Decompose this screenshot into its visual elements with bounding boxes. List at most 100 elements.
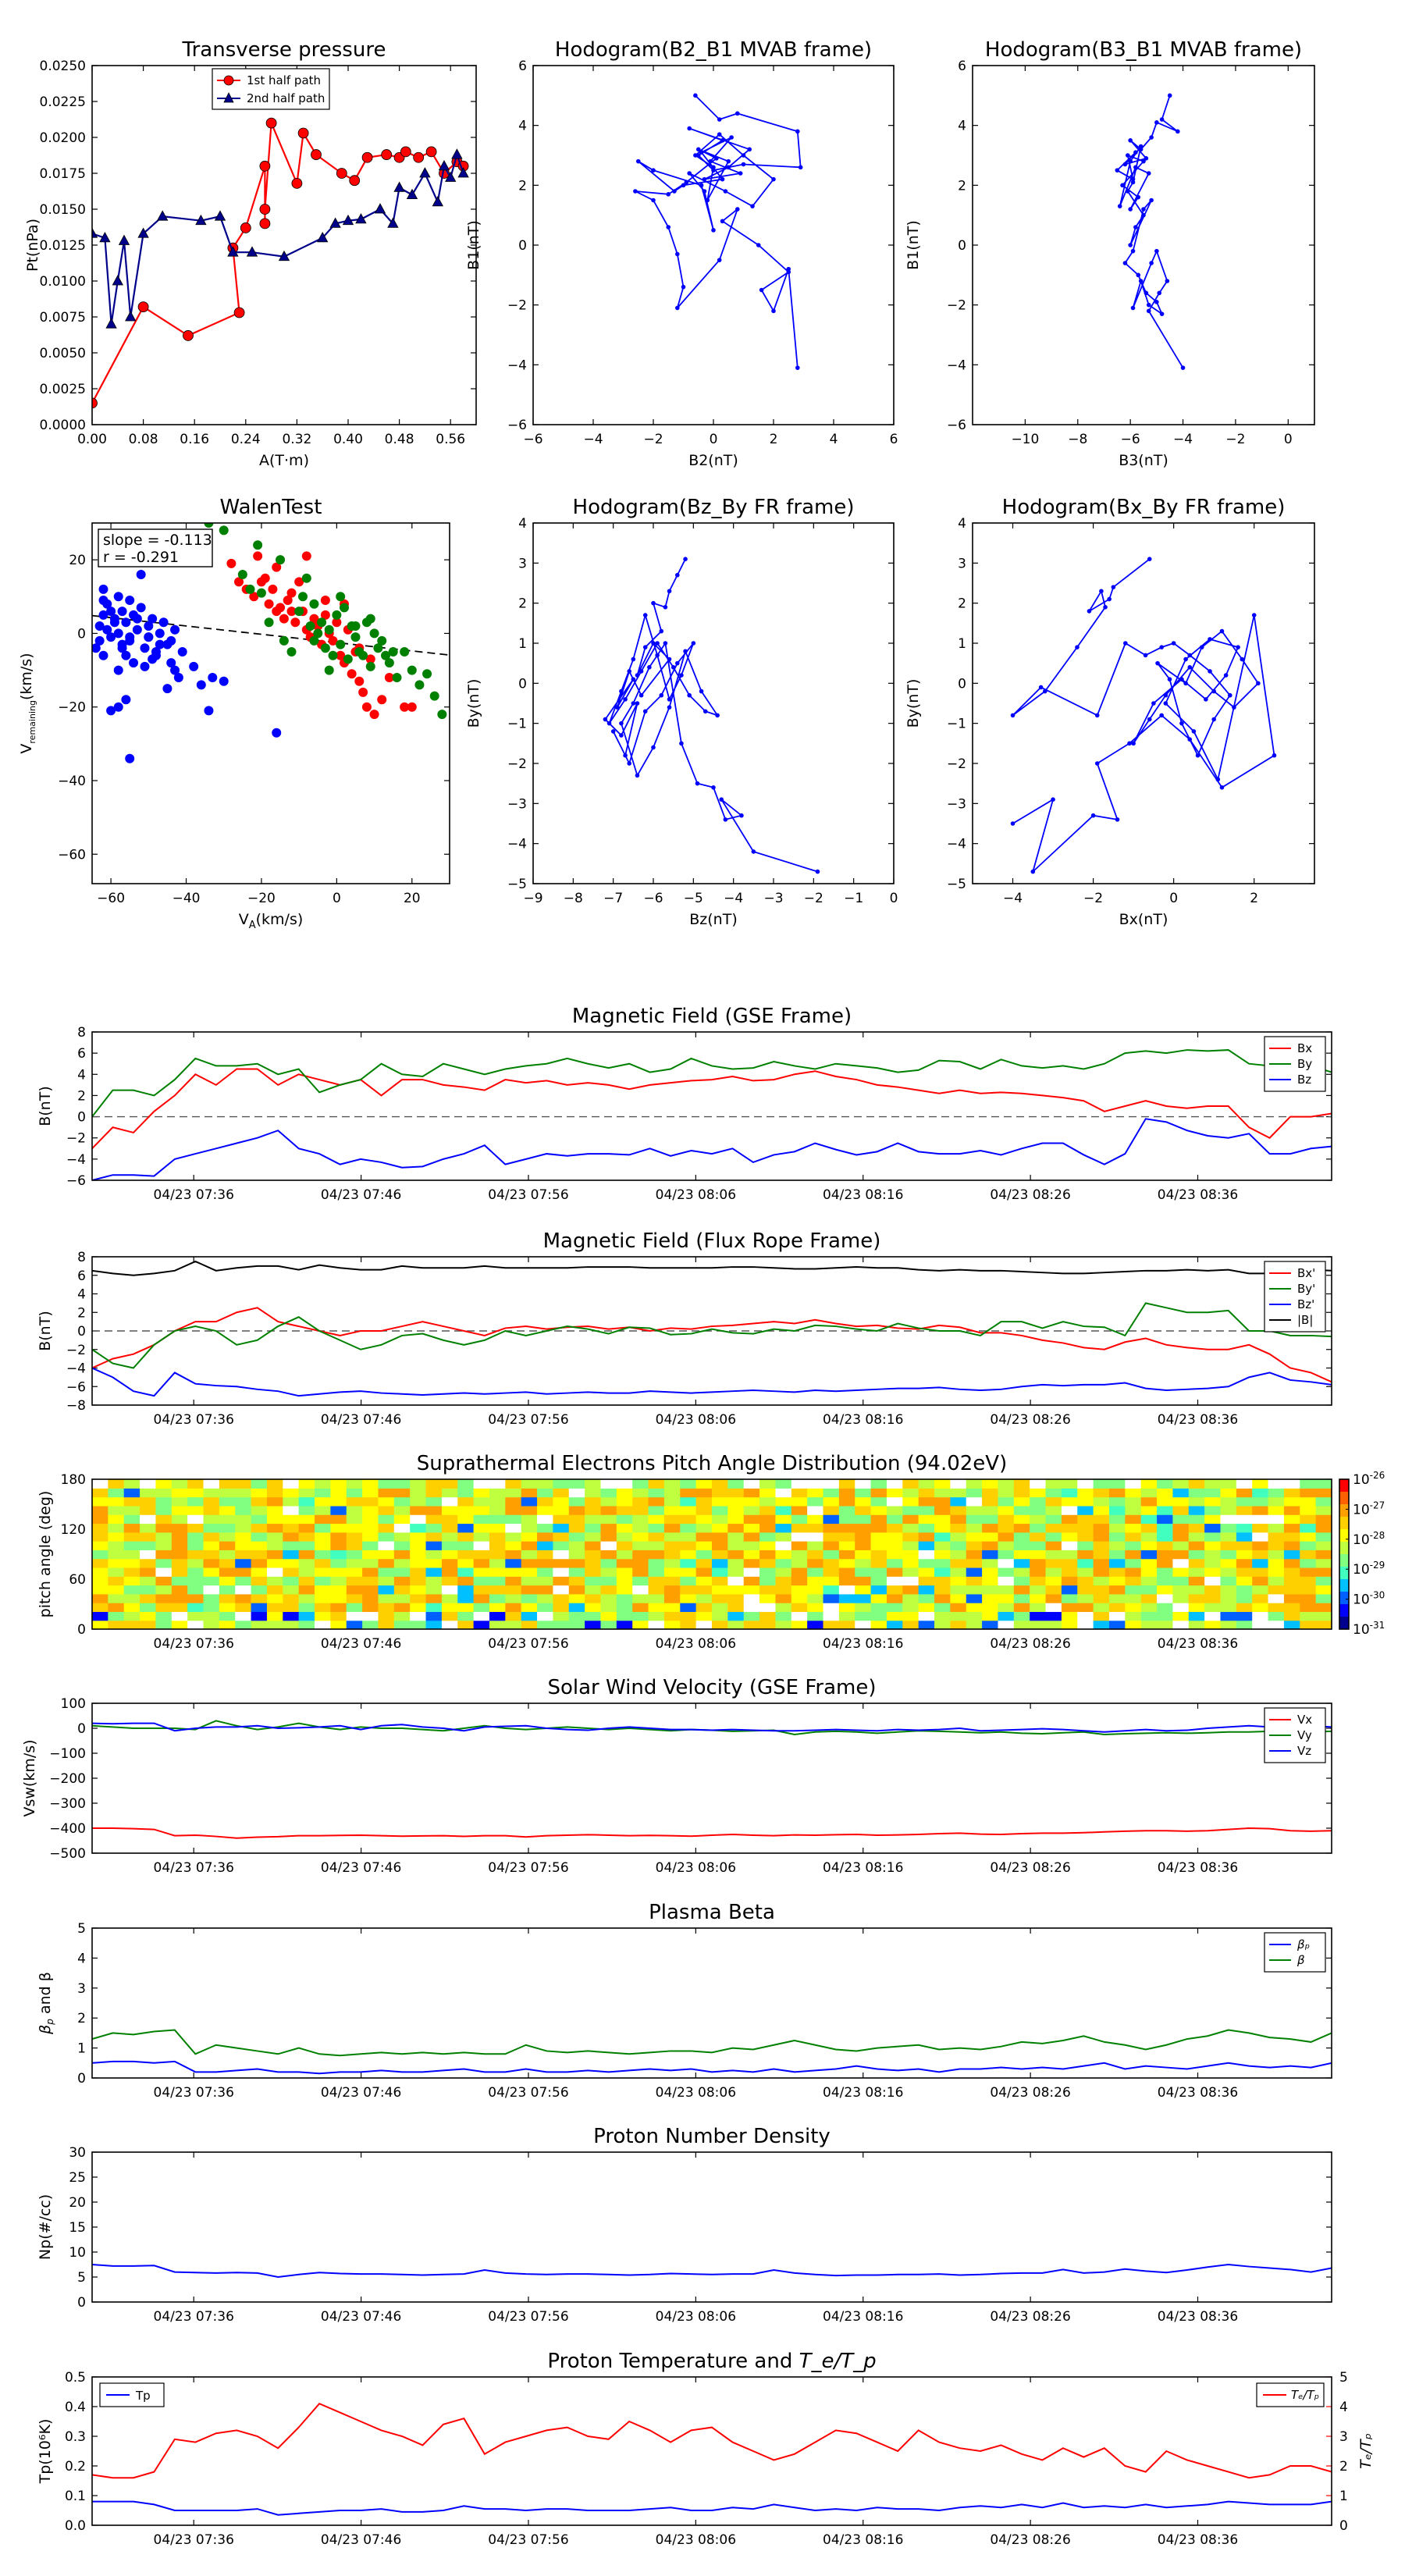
legend-frame — [1264, 1932, 1326, 1973]
data-point — [336, 168, 347, 179]
heatmap-cell — [330, 1523, 347, 1533]
heatmap-cell — [393, 1496, 411, 1507]
heatmap-cell — [807, 1576, 824, 1586]
y-tick-label: −6 — [507, 418, 527, 433]
heatmap-cell — [441, 1576, 458, 1586]
heatmap-cell — [315, 1585, 331, 1595]
colorbar-segment — [1339, 1492, 1349, 1505]
chart-title: Transverse pressure — [182, 38, 386, 62]
heatmap-cell — [521, 1496, 538, 1507]
x-tick-label: −4 — [583, 432, 603, 447]
heatmap-cell — [219, 1488, 236, 1498]
heatmap-cell — [140, 1567, 157, 1577]
colorbar-label: 10-28 — [1353, 1530, 1385, 1548]
heatmap-cell — [1252, 1550, 1269, 1560]
heatmap-cell — [743, 1585, 760, 1595]
heatmap-cell — [1061, 1505, 1078, 1515]
heatmap-cell — [1204, 1550, 1222, 1560]
heatmap-cell — [759, 1496, 777, 1507]
heatmap-cell — [823, 1593, 840, 1603]
heatmap-cell — [251, 1550, 268, 1560]
heatmap-cell — [855, 1585, 872, 1595]
plot-frame — [91, 65, 477, 425]
heatmap-cell — [743, 1514, 760, 1525]
heatmap-cell — [934, 1523, 951, 1533]
heatmap-cell — [283, 1620, 300, 1629]
heatmap-cell — [362, 1532, 379, 1542]
x-tick-label: −60 — [97, 891, 125, 906]
heatmap-cell — [902, 1505, 919, 1515]
heatmap-cell — [425, 1611, 443, 1621]
heatmap-cell — [473, 1585, 490, 1595]
heatmap-cell — [441, 1558, 458, 1568]
heatmap-cell — [203, 1550, 220, 1560]
heatmap-cell — [425, 1558, 443, 1568]
data-point — [714, 156, 719, 161]
heatmap-cell — [155, 1620, 173, 1629]
heatmap-cell — [537, 1603, 554, 1613]
data-point — [249, 592, 259, 602]
heatmap-cell — [568, 1550, 585, 1560]
heatmap-cell — [1283, 1479, 1300, 1489]
heatmap-cell — [1125, 1603, 1142, 1613]
heatmap-cell — [330, 1550, 347, 1560]
y-tick-label: −3 — [947, 796, 966, 812]
heatmap-cell — [553, 1567, 570, 1577]
heatmap-cell — [235, 1514, 252, 1525]
heatmap-cell — [203, 1514, 220, 1525]
heatmap-cell — [441, 1496, 458, 1507]
heatmap-cell — [1061, 1496, 1078, 1507]
heatmap-cell — [727, 1496, 745, 1507]
heatmap-cell — [362, 1603, 379, 1613]
heatmap-cell — [219, 1593, 236, 1603]
data-point — [681, 284, 686, 290]
heatmap-cell — [759, 1550, 777, 1560]
heatmap-cell — [934, 1620, 951, 1629]
heatmap-cell — [1236, 1620, 1253, 1629]
heatmap-cell — [807, 1488, 824, 1498]
y2-tick-label: 3 — [1339, 2429, 1348, 2445]
heatmap-cell — [838, 1479, 855, 1489]
heatmap-cell — [140, 1496, 157, 1507]
heatmap-cell — [1140, 1523, 1158, 1533]
panel-title: Suprathermal Electrons Pitch Angle Distr… — [417, 1452, 1007, 1475]
heatmap-cell — [632, 1576, 649, 1586]
data-point — [1176, 129, 1180, 134]
time-tick-label: 04/23 07:36 — [154, 1187, 234, 1203]
data-point — [711, 785, 716, 790]
heatmap-cell — [791, 1593, 808, 1603]
heatmap-cell — [410, 1603, 427, 1613]
x-tick-label: 20 — [404, 891, 421, 906]
y-tick-label: −500 — [49, 1846, 86, 1862]
heatmap-cell — [473, 1514, 490, 1525]
heatmap-cell — [266, 1496, 283, 1507]
heatmap-cell — [441, 1479, 458, 1489]
heatmap-cell — [712, 1541, 728, 1550]
heatmap-cell — [1013, 1611, 1030, 1621]
legend-marker — [223, 75, 234, 86]
heatmap-cell — [1061, 1593, 1078, 1603]
x-tick-label: −6 — [1121, 432, 1140, 447]
heatmap-cell — [823, 1620, 840, 1629]
heatmap-cell — [315, 1620, 331, 1629]
heatmap-cell — [1204, 1523, 1222, 1533]
data-point — [301, 573, 311, 583]
heatmap-cell — [473, 1620, 490, 1629]
heatmap-cell — [1157, 1523, 1174, 1533]
heatmap-cell — [410, 1514, 427, 1525]
heatmap-cell — [966, 1496, 983, 1507]
heatmap-cell — [298, 1576, 315, 1586]
heatmap-cell — [1204, 1514, 1222, 1525]
data-point — [1171, 641, 1176, 646]
colorbar-segment — [1339, 1592, 1349, 1605]
heatmap-cell — [950, 1505, 967, 1515]
heatmap-cell — [616, 1567, 633, 1577]
heatmap-cell — [362, 1550, 379, 1560]
data-point — [361, 151, 373, 163]
x-tick-label: −6 — [643, 891, 663, 906]
heatmap-cell — [838, 1593, 855, 1603]
heatmap-cell — [410, 1593, 427, 1603]
heatmap-cell — [1204, 1620, 1222, 1629]
heatmap-cell — [759, 1567, 777, 1577]
heatmap-cell — [791, 1541, 808, 1550]
